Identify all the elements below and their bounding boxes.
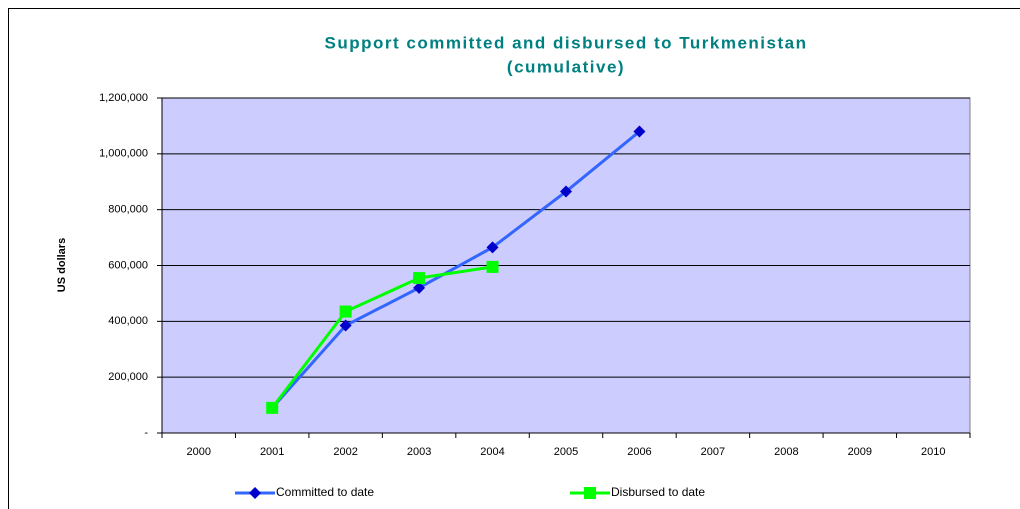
x-tick-label: 2006 — [627, 446, 651, 458]
y-tick-label: 1,200,000 — [99, 92, 148, 104]
x-tick-label: 2009 — [848, 446, 872, 458]
y-tick-label: 800,000 — [108, 204, 148, 216]
data-point — [633, 125, 646, 138]
y-tick-label: 1,000,000 — [99, 148, 148, 160]
x-tick-label: 2008 — [774, 446, 798, 458]
series-line — [271, 130, 641, 409]
y-axis-label: US dollars — [56, 238, 68, 292]
x-tick-label: 2004 — [480, 446, 504, 458]
x-tick-label: 2007 — [701, 446, 725, 458]
chart-title: (cumulative) — [507, 57, 625, 76]
legend-marker — [584, 487, 596, 499]
legend-marker — [249, 487, 261, 499]
data-point — [413, 281, 426, 294]
x-tick-label: 2000 — [186, 446, 210, 458]
x-tick-label: 2010 — [921, 446, 945, 458]
data-point — [486, 260, 499, 273]
data-point — [266, 401, 279, 414]
chart-title: Support committed and disbursed to Turkm… — [325, 33, 808, 52]
x-tick-label: 2001 — [260, 446, 284, 458]
y-tick-label: 400,000 — [108, 315, 148, 327]
y-tick-label: - — [144, 427, 148, 439]
data-point — [413, 272, 426, 285]
chart-border — [8, 8, 1020, 509]
x-tick-label: 2003 — [407, 446, 431, 458]
x-tick-label: 2002 — [333, 446, 357, 458]
legend-label: Disbursed to date — [611, 485, 705, 499]
data-point — [486, 241, 499, 254]
y-tick-label: 600,000 — [108, 259, 148, 271]
y-tick-label: 200,000 — [108, 371, 148, 383]
x-tick-label: 2005 — [554, 446, 578, 458]
data-point — [560, 185, 572, 198]
legend-label: Committed to date — [276, 485, 374, 499]
series-line — [270, 265, 493, 409]
data-point — [339, 305, 352, 318]
data-point — [339, 319, 352, 332]
